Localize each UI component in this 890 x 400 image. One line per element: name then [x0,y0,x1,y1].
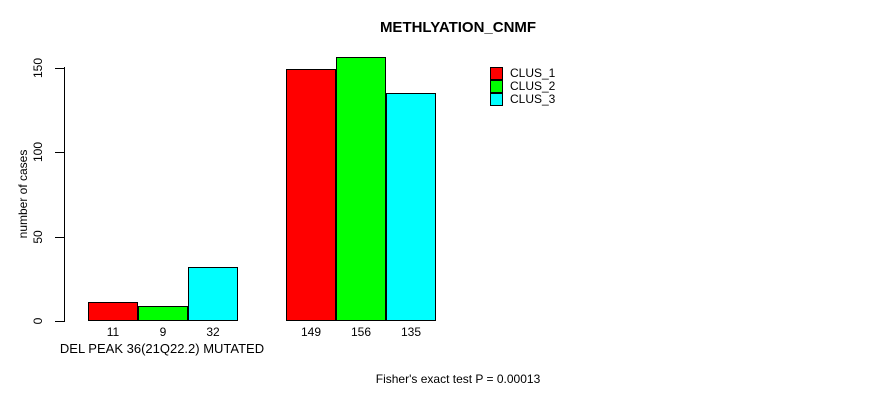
bar-clus_1-group1 [88,302,138,321]
y-tick-label: 50 [31,230,45,244]
legend-swatch-clus_1 [490,67,503,80]
legend-row: CLUS_3 [490,93,555,106]
legend-label: CLUS_3 [510,92,556,106]
bar-clus_3-group1 [188,267,238,321]
legend-label: CLUS_2 [510,79,556,93]
x-group-label: DEL PEAK 36(21Q22.2) MUTATED [59,341,265,356]
legend-swatch-clus_3 [490,93,503,106]
y-axis-label: number of cases [16,149,30,239]
bar-clus_1-group2 [286,69,336,321]
bar-value-label: 156 [350,325,372,339]
legend-row: CLUS_2 [490,80,555,93]
legend-swatch-clus_2 [490,80,503,93]
bar-clus_2-group2 [336,57,386,321]
bar-value-label: 149 [300,325,322,339]
bar-value-label: 9 [159,325,167,339]
legend: CLUS_1 CLUS_2 CLUS_3 [490,67,555,106]
y-axis-line [64,67,65,322]
y-tick-label: 150 [31,57,45,79]
bar-value-label: 135 [400,325,422,339]
y-tick-mark [55,68,65,69]
y-tick-mark [55,152,65,153]
fisher-test-note: Fisher's exact test P = 0.00013 [375,372,541,386]
bar-clus_2-group1 [138,306,188,321]
y-tick-mark [55,237,65,238]
y-tick-mark [55,321,65,322]
bar-clus_3-group2 [386,93,436,321]
y-tick-label: 0 [31,317,45,325]
legend-label: CLUS_1 [510,66,556,80]
legend-row: CLUS_1 [490,67,555,80]
bar-value-label: 11 [106,325,120,339]
y-tick-label: 100 [31,141,45,163]
bar-value-label: 32 [206,325,220,339]
chart-title: METHLYATION_CNMF [379,19,537,36]
